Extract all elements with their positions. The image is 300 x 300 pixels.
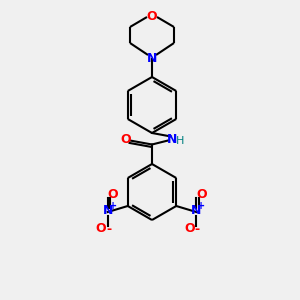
Text: O: O bbox=[184, 223, 195, 236]
Text: N: N bbox=[191, 205, 201, 218]
Text: +: + bbox=[109, 201, 117, 211]
Text: O: O bbox=[196, 188, 207, 202]
Text: O: O bbox=[121, 133, 131, 146]
Text: -: - bbox=[106, 223, 111, 236]
Text: N: N bbox=[147, 52, 157, 64]
Text: +: + bbox=[197, 201, 205, 211]
Text: N: N bbox=[103, 205, 113, 218]
Text: O: O bbox=[147, 10, 157, 22]
Text: H: H bbox=[176, 136, 184, 146]
Text: N: N bbox=[167, 133, 177, 146]
Text: O: O bbox=[107, 188, 118, 202]
Text: -: - bbox=[195, 223, 200, 236]
Text: O: O bbox=[95, 223, 106, 236]
